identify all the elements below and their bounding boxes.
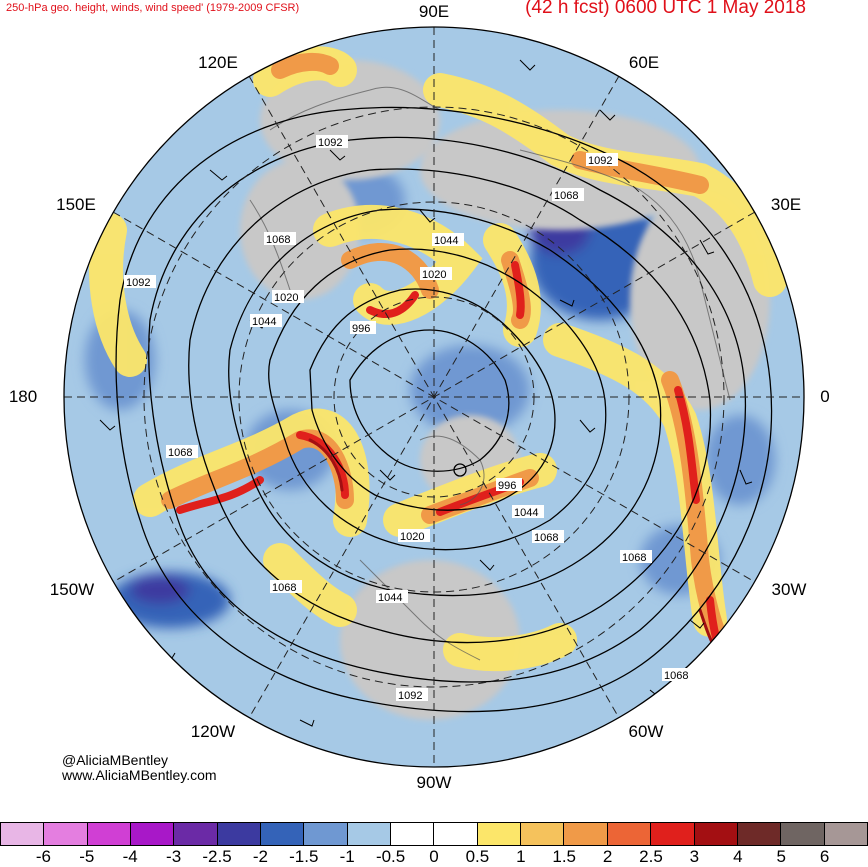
- lon-label-120e: 120E: [198, 53, 238, 72]
- colorbar-swatch: [651, 822, 695, 846]
- contour-label: 1020: [400, 531, 424, 543]
- colorbar-label: 0.5: [465, 847, 490, 866]
- colorbar-swatch: [347, 822, 392, 846]
- contour-label: 996: [498, 480, 516, 492]
- height-contours: [115, 106, 773, 713]
- map-border: [63, 26, 805, 768]
- colorbar-swatch: [607, 822, 652, 846]
- contour-label: 1068: [622, 552, 646, 564]
- lon-label-30w: 30W: [771, 580, 807, 599]
- lon-label-90w: 90W: [416, 773, 452, 792]
- colorbar-label: -4: [122, 847, 138, 866]
- map-title: 250-hPa geo. height, winds, wind speed' …: [6, 2, 300, 14]
- lat-lon-grid: [64, 27, 804, 767]
- lon-label-0: 0: [820, 387, 830, 406]
- colorbar-label: 0: [429, 847, 439, 866]
- colorbar-label: -3: [166, 847, 182, 866]
- lon-label-150e: 150E: [56, 195, 96, 214]
- colorbar-swatch: [781, 822, 825, 846]
- contour-label: 1068: [272, 582, 296, 594]
- colorbar-swatch: [44, 822, 88, 846]
- colorbar-label: 4: [733, 847, 743, 866]
- contour-label: 1068: [554, 190, 578, 202]
- colorbar-swatch: [261, 822, 305, 846]
- credit-website: www.AliciaMBentley.com: [62, 767, 217, 783]
- lon-label-60e: 60E: [628, 53, 660, 72]
- colorbar-swatch: [564, 822, 608, 846]
- contour-label: 1068: [534, 532, 558, 544]
- contour-label: 1068: [266, 234, 290, 246]
- colorbar-label: -6: [35, 847, 51, 866]
- colorbar-swatch: [0, 822, 45, 846]
- colorbar-swatch: [434, 822, 478, 846]
- colorbar-label: 1: [516, 847, 526, 866]
- lon-label-150w: 150W: [49, 580, 95, 599]
- contour-label: 1044: [514, 507, 538, 519]
- colorbar-swatch: [477, 822, 522, 846]
- contour-label: 1044: [252, 316, 276, 328]
- colorbar-label: -2.5: [202, 847, 232, 866]
- contour-label: 1092: [126, 277, 150, 289]
- colorbar-label: 5: [776, 847, 786, 866]
- lon-label-180: 180: [8, 387, 38, 406]
- contour-label: 1020: [274, 292, 298, 304]
- forecast-time-title: (42 h fcst) 0600 UTC 1 May 2018: [525, 0, 806, 18]
- colorbar-swatch: [824, 822, 868, 846]
- colorbar-swatch: [521, 822, 565, 846]
- colorbar: [0, 822, 868, 848]
- contour-label: 1092: [588, 155, 612, 167]
- colorbar-swatch: [737, 822, 782, 846]
- colorbar-label: 6: [819, 847, 830, 866]
- contour-label: 1092: [398, 690, 422, 702]
- lon-label-90e: 90E: [418, 2, 450, 22]
- colorbar-label: 1.5: [552, 847, 577, 866]
- colorbar-label: -1.5: [289, 847, 319, 866]
- lon-label-30e: 30E: [770, 195, 802, 214]
- contour-label: 996: [352, 323, 370, 335]
- jet-streaks: [89, 46, 787, 672]
- colorbar-swatch: [694, 822, 738, 846]
- colorbar-swatch: [87, 822, 132, 846]
- lon-label-60w: 60W: [628, 722, 664, 741]
- lon-label-120w: 120W: [190, 722, 236, 741]
- colorbar-swatch: [217, 822, 262, 846]
- colorbar-label: 3: [689, 847, 700, 866]
- contour-label: 1044: [434, 235, 458, 247]
- colorbar-label: 2: [602, 847, 613, 866]
- contour-label: 1092: [318, 137, 342, 149]
- coastlines: [249, 86, 731, 661]
- contour-label: 1020: [422, 269, 446, 281]
- colorbar-swatch: [174, 822, 218, 846]
- colorbar-swatch: [131, 822, 175, 846]
- contour-label: 1068: [664, 670, 688, 682]
- contour-label: 1044: [378, 592, 402, 604]
- colorbar-label: -0.5: [375, 847, 406, 866]
- colorbar-label: -5: [79, 847, 95, 866]
- contour-label: 1068: [168, 447, 192, 459]
- credit-handle: @AliciaMBentley: [62, 752, 169, 768]
- contour-labels: 1092 1068 1044 1020 996 1020 1044 1068 1…: [124, 135, 694, 702]
- colorbar-label: -2: [252, 847, 268, 866]
- colorbar-swatch: [304, 822, 348, 846]
- colorbar-label: -1: [339, 847, 355, 866]
- colorbar-label: 2.5: [639, 847, 663, 866]
- colorbar-swatch: [391, 822, 435, 846]
